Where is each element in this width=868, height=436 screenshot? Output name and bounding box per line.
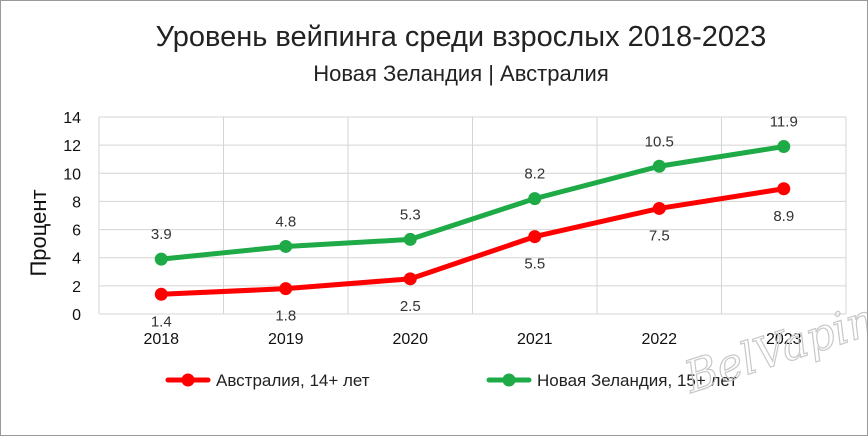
- data-point: [154, 252, 168, 266]
- data-point: [652, 201, 666, 215]
- x-tick-label: 2022: [641, 331, 677, 348]
- legend-label: Новая Зеландия, 15+ лет: [537, 371, 737, 390]
- data-label: 8.2: [524, 166, 545, 183]
- legend-label: Австралия, 14+ лет: [216, 371, 370, 390]
- data-point: [403, 232, 417, 246]
- data-label: 5.5: [524, 256, 545, 273]
- legend-marker: [502, 373, 516, 387]
- y-axis-label: Процент: [26, 189, 51, 276]
- series-line: [158, 144, 787, 262]
- series-layer: 1.4 1.8 2.5 5.5 7.5 8.9 3.9 4.8 5.3 8.2 10.5 11.9: [151, 114, 798, 331]
- data-label: 10.5: [645, 133, 674, 150]
- data-label: 11.9: [770, 114, 798, 131]
- watermark-logo: BelVaping: [678, 285, 867, 403]
- series-line: [158, 186, 787, 297]
- y-tick-label: 6: [72, 223, 81, 240]
- legend-item: Австралия, 14+ лет: [165, 371, 370, 390]
- data-label: 4.8: [275, 213, 296, 230]
- data-label: 1.4: [151, 313, 172, 330]
- plot-grid: [98, 116, 847, 315]
- data-point: [154, 287, 168, 301]
- y-tick-label: 8: [72, 194, 81, 211]
- x-tick-label: 2019: [268, 331, 304, 348]
- x-axis-ticks: 2018 2019 2020 2021 2022 2023: [143, 331, 801, 348]
- data-label: 1.8: [275, 308, 296, 325]
- data-point: [777, 140, 791, 154]
- data-label: 5.3: [400, 206, 421, 223]
- data-label: 7.5: [649, 227, 670, 244]
- x-tick-label: 2023: [766, 331, 802, 348]
- data-point: [777, 182, 791, 196]
- data-point: [528, 192, 542, 206]
- data-label: 3.9: [151, 226, 172, 243]
- data-point: [403, 272, 417, 286]
- legend: Австралия, 14+ лет Новая Зеландия, 15+ ле…: [165, 371, 737, 390]
- x-tick-label: 2018: [143, 331, 179, 348]
- series-1: 1.4 1.8 2.5 5.5 7.5 8.9: [151, 182, 794, 330]
- data-label: 2.5: [400, 298, 421, 315]
- data-point: [279, 239, 293, 253]
- y-tick-label: 0: [72, 307, 81, 324]
- x-tick-label: 2020: [392, 331, 428, 348]
- x-tick-label: 2021: [517, 331, 553, 348]
- y-axis-ticks: 0 2 4 6 8 10 12 14: [63, 110, 81, 324]
- chart-title: Уровень вейпинга среди взрослых 2018-202…: [155, 21, 767, 53]
- data-point: [652, 159, 666, 173]
- data-point: [279, 282, 293, 296]
- chart-subtitle: Новая Зеландия | Австралия: [313, 61, 609, 86]
- legend-item: Новая Зеландия, 15+ лет: [486, 371, 737, 390]
- y-tick-label: 4: [72, 251, 81, 268]
- data-point: [528, 230, 542, 244]
- y-tick-label: 14: [63, 110, 81, 127]
- legend-marker: [181, 373, 195, 387]
- series-2: 3.9 4.8 5.3 8.2 10.5 11.9: [151, 114, 798, 266]
- y-tick-label: 10: [63, 166, 81, 183]
- y-tick-label: 12: [63, 138, 81, 155]
- y-tick-label: 2: [72, 279, 81, 296]
- data-label: 8.9: [773, 208, 794, 225]
